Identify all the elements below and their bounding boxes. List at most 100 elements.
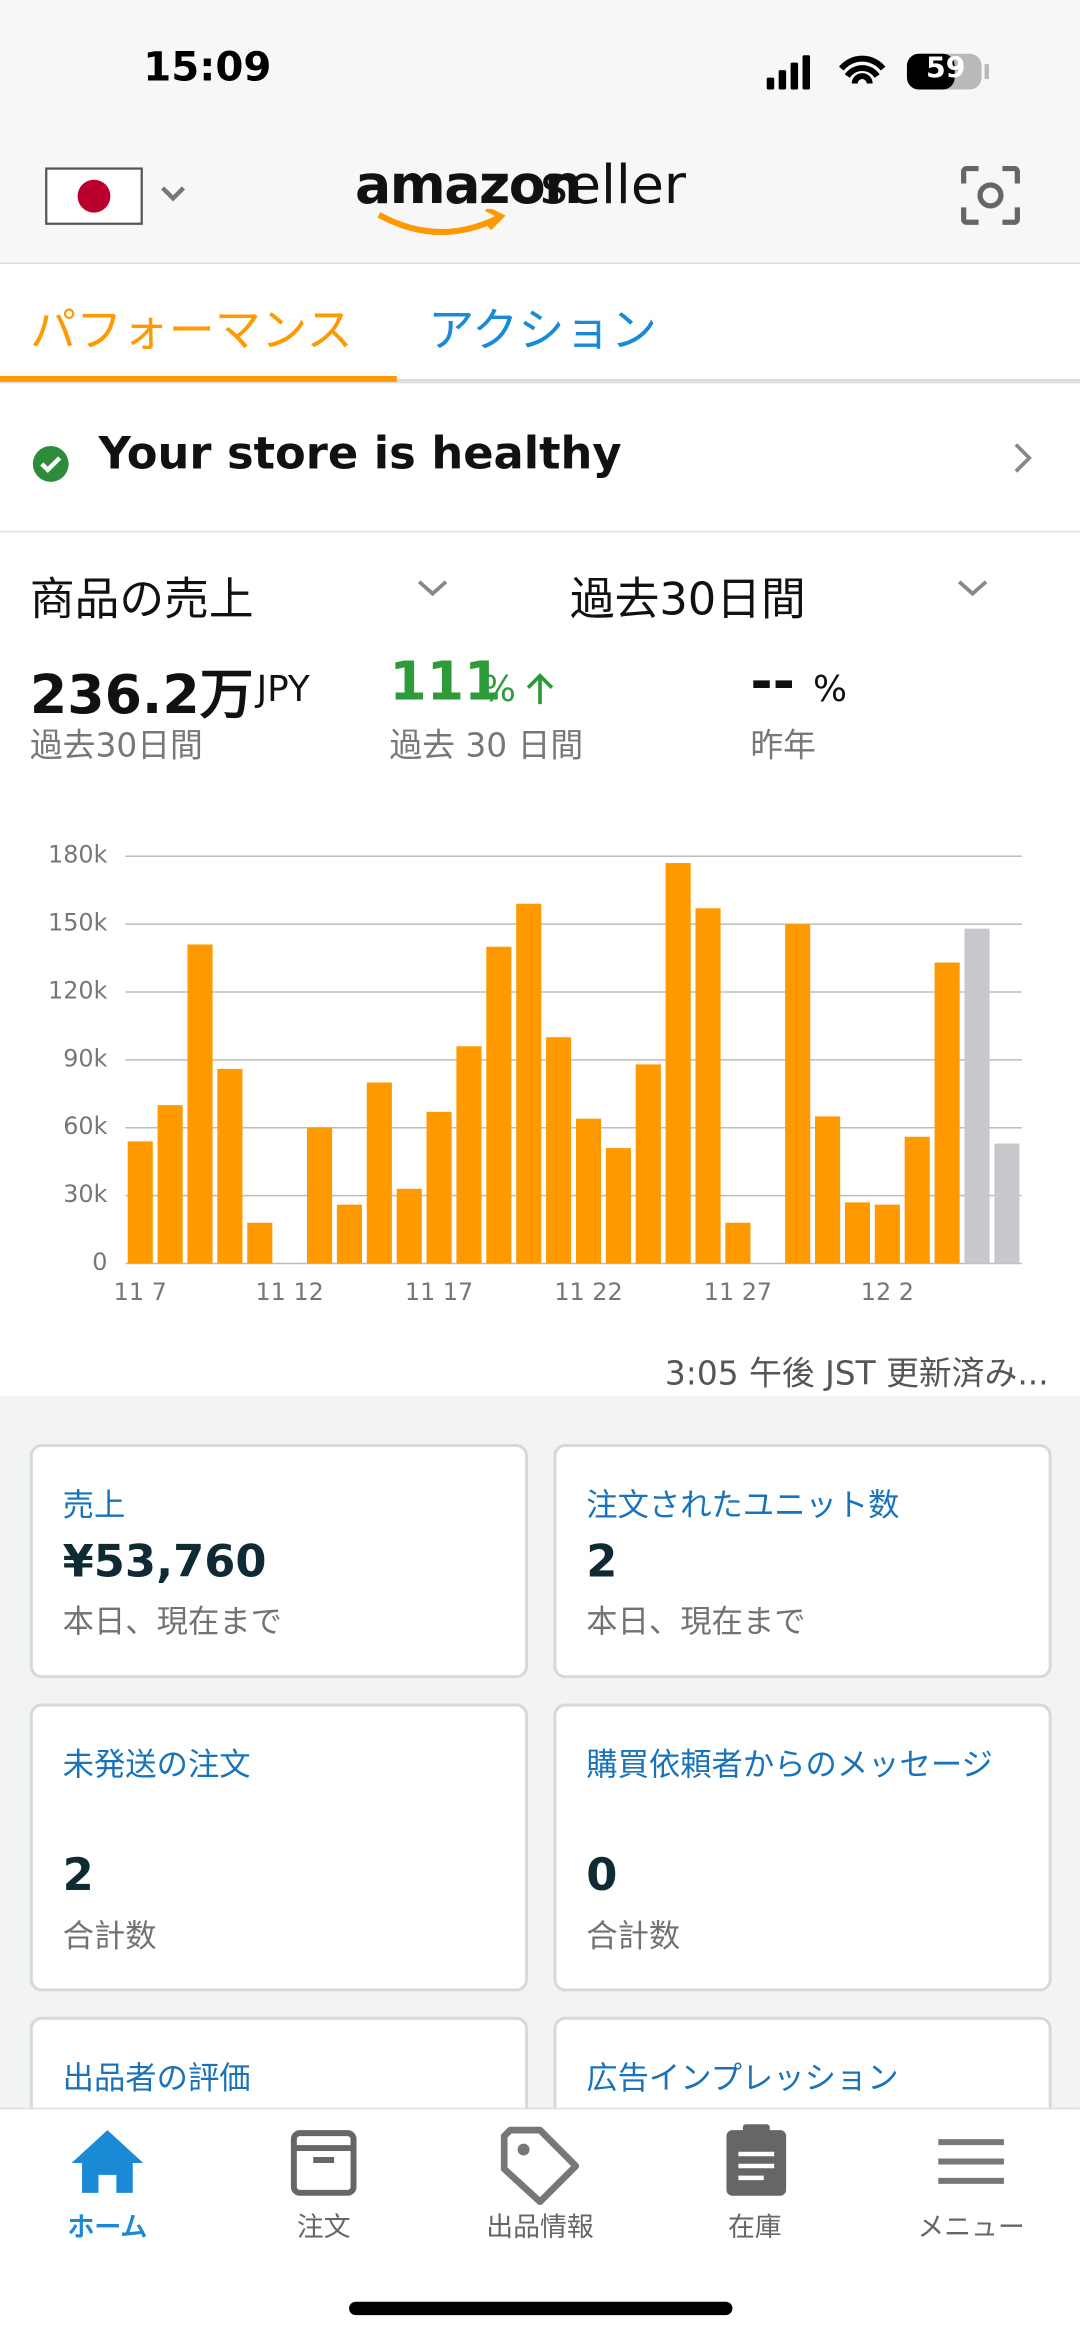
tab-action[interactable]: アクション	[428, 304, 658, 359]
nav-inventory[interactable]: 在庫	[727, 2212, 782, 2244]
x-tick-label: 11 12	[256, 1278, 324, 1306]
tab-performance[interactable]: パフォーマンス	[29, 304, 353, 359]
bar	[426, 1111, 452, 1264]
bar	[546, 1037, 572, 1264]
bar	[874, 1204, 900, 1264]
y-tick-label: 60k	[63, 1112, 107, 1140]
divider	[0, 531, 1080, 533]
health-status[interactable]: Your store is healthy	[98, 428, 622, 481]
bottom-nav	[0, 2107, 1080, 2339]
tab-divider	[0, 378, 1080, 384]
card-value: 2	[586, 1536, 618, 1589]
period-selector[interactable]: 過去30日間	[569, 574, 806, 627]
nav-listings[interactable]: 出品情報	[486, 2212, 594, 2244]
card[interactable]: 購買依頼者からのメッセージ 0 合計数	[553, 1703, 1052, 1992]
card-title: 注文されたユニット数	[586, 1487, 900, 1524]
bar	[635, 1064, 661, 1264]
scan-button[interactable]	[961, 165, 1021, 226]
nav-orders[interactable]: 注文	[296, 2212, 351, 2244]
bar	[695, 908, 721, 1264]
nav-icons	[71, 2124, 1004, 2206]
bar	[844, 1202, 871, 1264]
card-title: 未発送の注文	[62, 1746, 251, 1783]
y-tick-label: 180k	[48, 841, 108, 869]
bar	[366, 1082, 392, 1264]
bar	[904, 1136, 930, 1264]
card[interactable]: 未発送の注文 2 合計数	[29, 1703, 529, 1992]
x-tick-label: 12 2	[861, 1278, 914, 1306]
metric-caption: 過去 30 日間	[389, 727, 584, 766]
country-selector[interactable]	[45, 167, 194, 227]
header-bg	[0, 0, 1080, 265]
x-tick-label: 11 7	[114, 1278, 167, 1306]
nav-menu[interactable]: メニュー	[917, 2212, 1025, 2244]
y-tick-label: 90k	[63, 1044, 107, 1072]
metric-caption: 過去30日間	[29, 727, 203, 766]
y-tick-label: 150k	[48, 909, 108, 937]
bar	[575, 1118, 602, 1264]
logo-smile	[377, 208, 506, 235]
health-icon	[32, 446, 69, 482]
y-tick-label: 30k	[63, 1180, 107, 1208]
bar	[964, 928, 990, 1264]
card-value: 2	[62, 1849, 94, 1902]
x-tick-label: 11 17	[405, 1278, 473, 1306]
card-caption: 本日、現在まで	[62, 1603, 282, 1640]
card-title: 売上	[62, 1487, 126, 1524]
card-value: ¥53,760	[62, 1536, 267, 1589]
card[interactable]: 売上 ¥53,760 本日、現在まで	[29, 1443, 529, 1679]
chart: 0 30k 60k 90k 120k 150k 180k 11 7 11 12 11 17 11 2…	[48, 841, 1022, 1306]
card[interactable]: 注文されたユニット数 2 本日、現在まで	[553, 1443, 1052, 1679]
metric-caption: 昨年	[750, 727, 816, 766]
bar	[306, 1127, 333, 1264]
bar	[336, 1204, 362, 1264]
metric-unit: %	[481, 668, 516, 711]
metric-selector[interactable]: 商品の売上	[29, 574, 254, 627]
nav-home[interactable]: ホーム	[67, 2212, 148, 2244]
x-tick-label: 11 27	[704, 1278, 772, 1306]
updated-time: 3:05 午後 JST 更新済み...	[664, 1355, 1049, 1394]
status-time: 15:09	[143, 44, 272, 91]
bar	[127, 1141, 153, 1264]
bar	[486, 946, 512, 1264]
tab-indicator	[0, 375, 397, 382]
bar	[396, 1188, 422, 1264]
card-caption: 本日、現在まで	[586, 1603, 806, 1640]
up-arrow	[526, 673, 554, 705]
logo-main: amazon	[355, 155, 582, 217]
metric-unit: %	[812, 668, 848, 711]
card-title: 広告インプレッション	[586, 2060, 899, 2096]
card-title: 出品者の評価	[62, 2060, 251, 2096]
chevron	[1014, 443, 1032, 473]
home-indicator	[349, 2301, 733, 2316]
y-tick-label: 120k	[48, 976, 108, 1004]
bar	[516, 903, 542, 1264]
bar	[934, 962, 960, 1264]
bar	[157, 1105, 183, 1264]
bar	[665, 863, 691, 1264]
bar	[247, 1222, 273, 1264]
x-tick-label: 11 22	[554, 1278, 622, 1306]
card-title: 購買依頼者からのメッセージ	[586, 1746, 993, 1783]
bar	[725, 1222, 751, 1264]
bar	[605, 1148, 631, 1264]
bar	[187, 944, 213, 1264]
card-caption: 合計数	[62, 1918, 157, 1955]
y-tick-label: 0	[92, 1248, 107, 1276]
bar	[815, 1116, 841, 1264]
battery-level: 59	[926, 52, 966, 86]
card-value: 0	[586, 1849, 618, 1902]
chevrons	[417, 580, 988, 597]
status-icons	[766, 53, 990, 90]
bar	[994, 1143, 1020, 1264]
logo-sub: seller	[539, 155, 686, 217]
bar	[217, 1068, 243, 1264]
metric-value: 236.2万	[29, 665, 254, 727]
bar	[785, 924, 811, 1264]
bar	[456, 1046, 482, 1264]
metric-value: 111	[389, 651, 502, 714]
card-caption: 合計数	[586, 1918, 681, 1955]
metric-unit: JPY	[256, 668, 310, 711]
